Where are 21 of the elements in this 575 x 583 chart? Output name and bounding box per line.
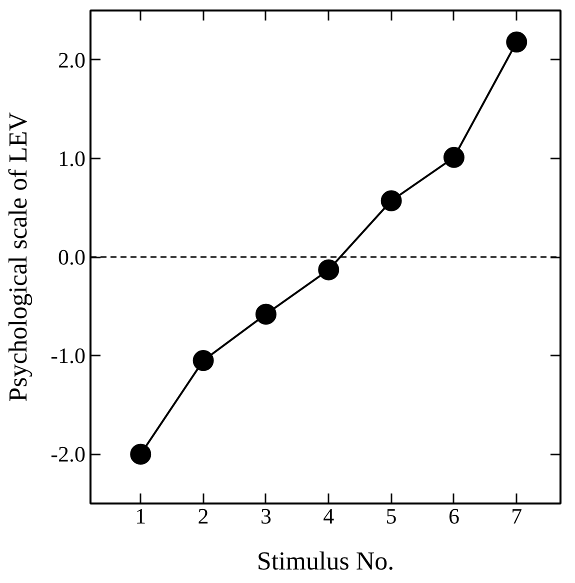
x-tick-label: 6	[448, 504, 460, 528]
point	[192, 350, 214, 372]
point	[318, 259, 340, 280]
y-tick-label: 1.0	[58, 146, 86, 171]
x-tick-label: 2	[198, 504, 209, 528]
x-tick-label: 7	[511, 504, 522, 528]
x-tick-label: 1	[135, 504, 146, 528]
point	[130, 444, 152, 465]
y-tick-label: -2.0	[50, 442, 86, 467]
point	[380, 190, 402, 212]
point	[443, 146, 464, 168]
x-tick-label: 5	[386, 504, 397, 528]
x-axis-title: Stimulus No.	[256, 546, 394, 576]
y-tick-label: -1.0	[50, 343, 86, 368]
point	[506, 32, 528, 53]
y-tick-label: 2.0	[58, 47, 86, 72]
point	[255, 304, 276, 325]
y-tick-label: 0.0	[58, 244, 86, 270]
x-tick-label: 3	[260, 504, 272, 528]
y-axis-title: Psychological scale of LEV	[4, 112, 33, 402]
x-tick-label: 4	[323, 504, 334, 528]
